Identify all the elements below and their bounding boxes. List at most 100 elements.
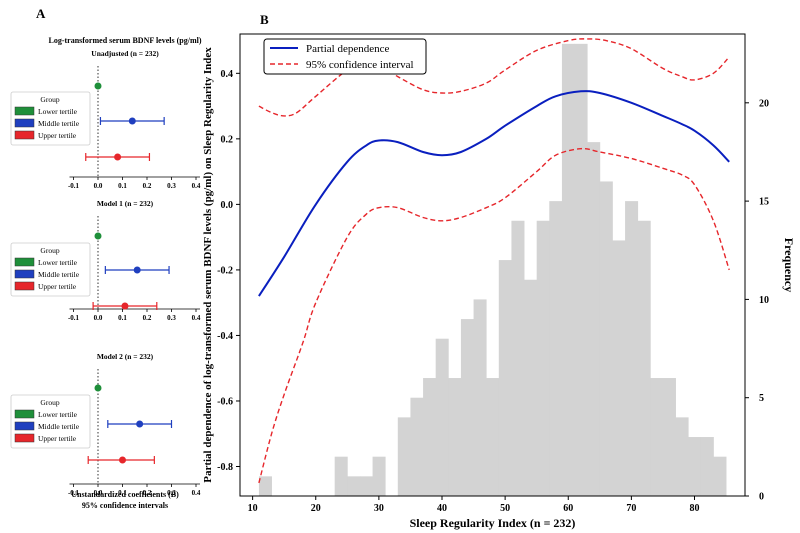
histogram-bar	[460, 319, 474, 496]
histogram-bar	[650, 378, 664, 496]
panel-label-a: A	[36, 6, 46, 21]
y-tick-label: -0.8	[217, 462, 233, 473]
x-tick-label: 50	[500, 503, 510, 514]
y-tick-label: 0.0	[221, 200, 234, 211]
y-tick-label: -0.2	[217, 265, 233, 276]
y2-tick-label: 0	[759, 492, 764, 503]
forest-subplot-1: Unadjusted (n = 232) -0.1 0.0 0.1 0.2 0.3 0.4 G…	[10, 49, 201, 190]
histogram-bar	[359, 476, 373, 496]
x-tick-label: -0.1	[68, 182, 80, 190]
legend-swatch	[14, 281, 35, 291]
x-axis-title: Sleep Regularity Index (n = 232)	[410, 516, 576, 530]
x-tick-label: 0.3	[167, 489, 176, 497]
histogram-bar	[700, 437, 714, 496]
histogram-bar	[448, 378, 462, 496]
x-tick-label: 0.2	[143, 489, 152, 497]
legend-swatch	[14, 421, 35, 431]
x-tick-label: -0.1	[68, 314, 80, 322]
histogram-bar	[587, 142, 601, 496]
subplot-title: Unadjusted (n = 232)	[91, 49, 159, 58]
forest-subplot-2: Model 1 (n = 232) -0.1 0.0 0.1 0.2 0.3 0.4 Grou…	[10, 199, 201, 322]
x-axis-title-line-2: 95% confidence intervals	[82, 501, 168, 510]
estimate-point	[136, 420, 144, 428]
histogram-bar	[662, 378, 676, 496]
x-tick-label: 10	[248, 503, 258, 514]
histogram-bar	[574, 43, 588, 497]
legend-swatch	[14, 130, 35, 140]
y-axis-title: Partial dependence of log-transformed se…	[202, 47, 214, 483]
x-tick-label: 0.3	[167, 182, 176, 190]
histogram-bar	[549, 201, 563, 496]
y2-tick-label: 10	[759, 295, 769, 306]
x-tick-label: 60	[563, 503, 573, 514]
histogram-bar	[372, 456, 386, 496]
y-tick-label: -0.4	[217, 331, 233, 342]
y2-tick-label: 5	[759, 393, 764, 404]
y-tick-label: 0.2	[221, 134, 234, 145]
ci-upper-line	[258, 38, 730, 117]
x-tick-label: 0.0	[94, 489, 103, 497]
histogram-bar	[637, 220, 651, 496]
estimate-point	[121, 302, 129, 310]
estimate-point	[128, 117, 136, 125]
histogram-bar	[347, 476, 361, 496]
legend-swatch	[14, 257, 35, 267]
histogram-bar	[511, 220, 525, 496]
legend-swatch	[14, 409, 35, 419]
histogram-bar	[561, 43, 575, 497]
estimate-point	[119, 456, 126, 464]
subplot-title: Model 2 (n = 232)	[97, 352, 154, 361]
y2-tick-label: 15	[759, 197, 769, 208]
estimate-point	[94, 82, 102, 90]
legend-swatch	[14, 433, 35, 443]
x-tick-label: 40	[437, 503, 447, 514]
histogram-bar	[334, 456, 348, 496]
legend-label: Upper tertile	[38, 282, 77, 291]
estimate-point	[133, 266, 141, 274]
histogram	[258, 43, 727, 497]
legend-title: Group	[40, 246, 59, 255]
legend-label-partial-dependence: Partial dependence	[306, 43, 389, 55]
legend-swatch	[14, 118, 35, 128]
estimate-point	[94, 384, 102, 392]
x-tick-label: 0.4	[192, 182, 201, 190]
legend-label: Upper tertile	[38, 131, 77, 140]
legend-label: Lower tertile	[38, 258, 78, 267]
histogram-bar	[524, 279, 538, 496]
x-tick-label: 30	[374, 503, 384, 514]
histogram-bar	[486, 378, 500, 496]
estimate-point	[114, 153, 122, 161]
plot-frame	[239, 33, 746, 497]
subplot-title: Model 1 (n = 232)	[97, 199, 154, 208]
y-tick-label: -0.6	[217, 396, 233, 407]
histogram-bar	[625, 201, 639, 496]
forest-subplot-3: Model 2 (n = 232) -0.1 0.0 0.1 0.2 0.3 0.4 Grou…	[10, 352, 201, 497]
legend-title: Group	[40, 398, 59, 407]
x-tick-label: 20	[311, 503, 321, 514]
x-tick-label: 0.2	[143, 182, 152, 190]
x-tick-label: 0.3	[167, 314, 176, 322]
panel-a-title: Log-transformed serum BDNF levels (pg/ml…	[48, 36, 201, 45]
histogram-bar	[536, 220, 550, 496]
legend-label: Lower tertile	[38, 410, 78, 419]
x-tick-label: 70	[626, 503, 636, 514]
partial-dependence-line	[258, 90, 730, 297]
panel-label-b: B	[260, 12, 269, 27]
x-tick-label: 0.1	[118, 314, 127, 322]
histogram-bar	[435, 338, 449, 496]
legend-label: Upper tertile	[38, 434, 77, 443]
histogram-bar	[258, 476, 272, 496]
legend-frame	[263, 38, 427, 75]
ci-lower-line	[258, 147, 730, 484]
legend-label: Middle tertile	[38, 119, 80, 128]
chart-legend: Partial dependence 95% confidence interva…	[263, 38, 427, 75]
histogram-bar	[423, 378, 437, 496]
histogram-bar	[688, 437, 702, 496]
x-tick-label: 0.4	[192, 489, 201, 497]
x-tick-label: -0.1	[68, 489, 80, 497]
panel-a: A Log-transformed serum BDNF levels (pg/m…	[10, 6, 202, 510]
legend-label-ci: 95% confidence interval	[306, 59, 414, 71]
histogram-bar	[612, 240, 626, 496]
